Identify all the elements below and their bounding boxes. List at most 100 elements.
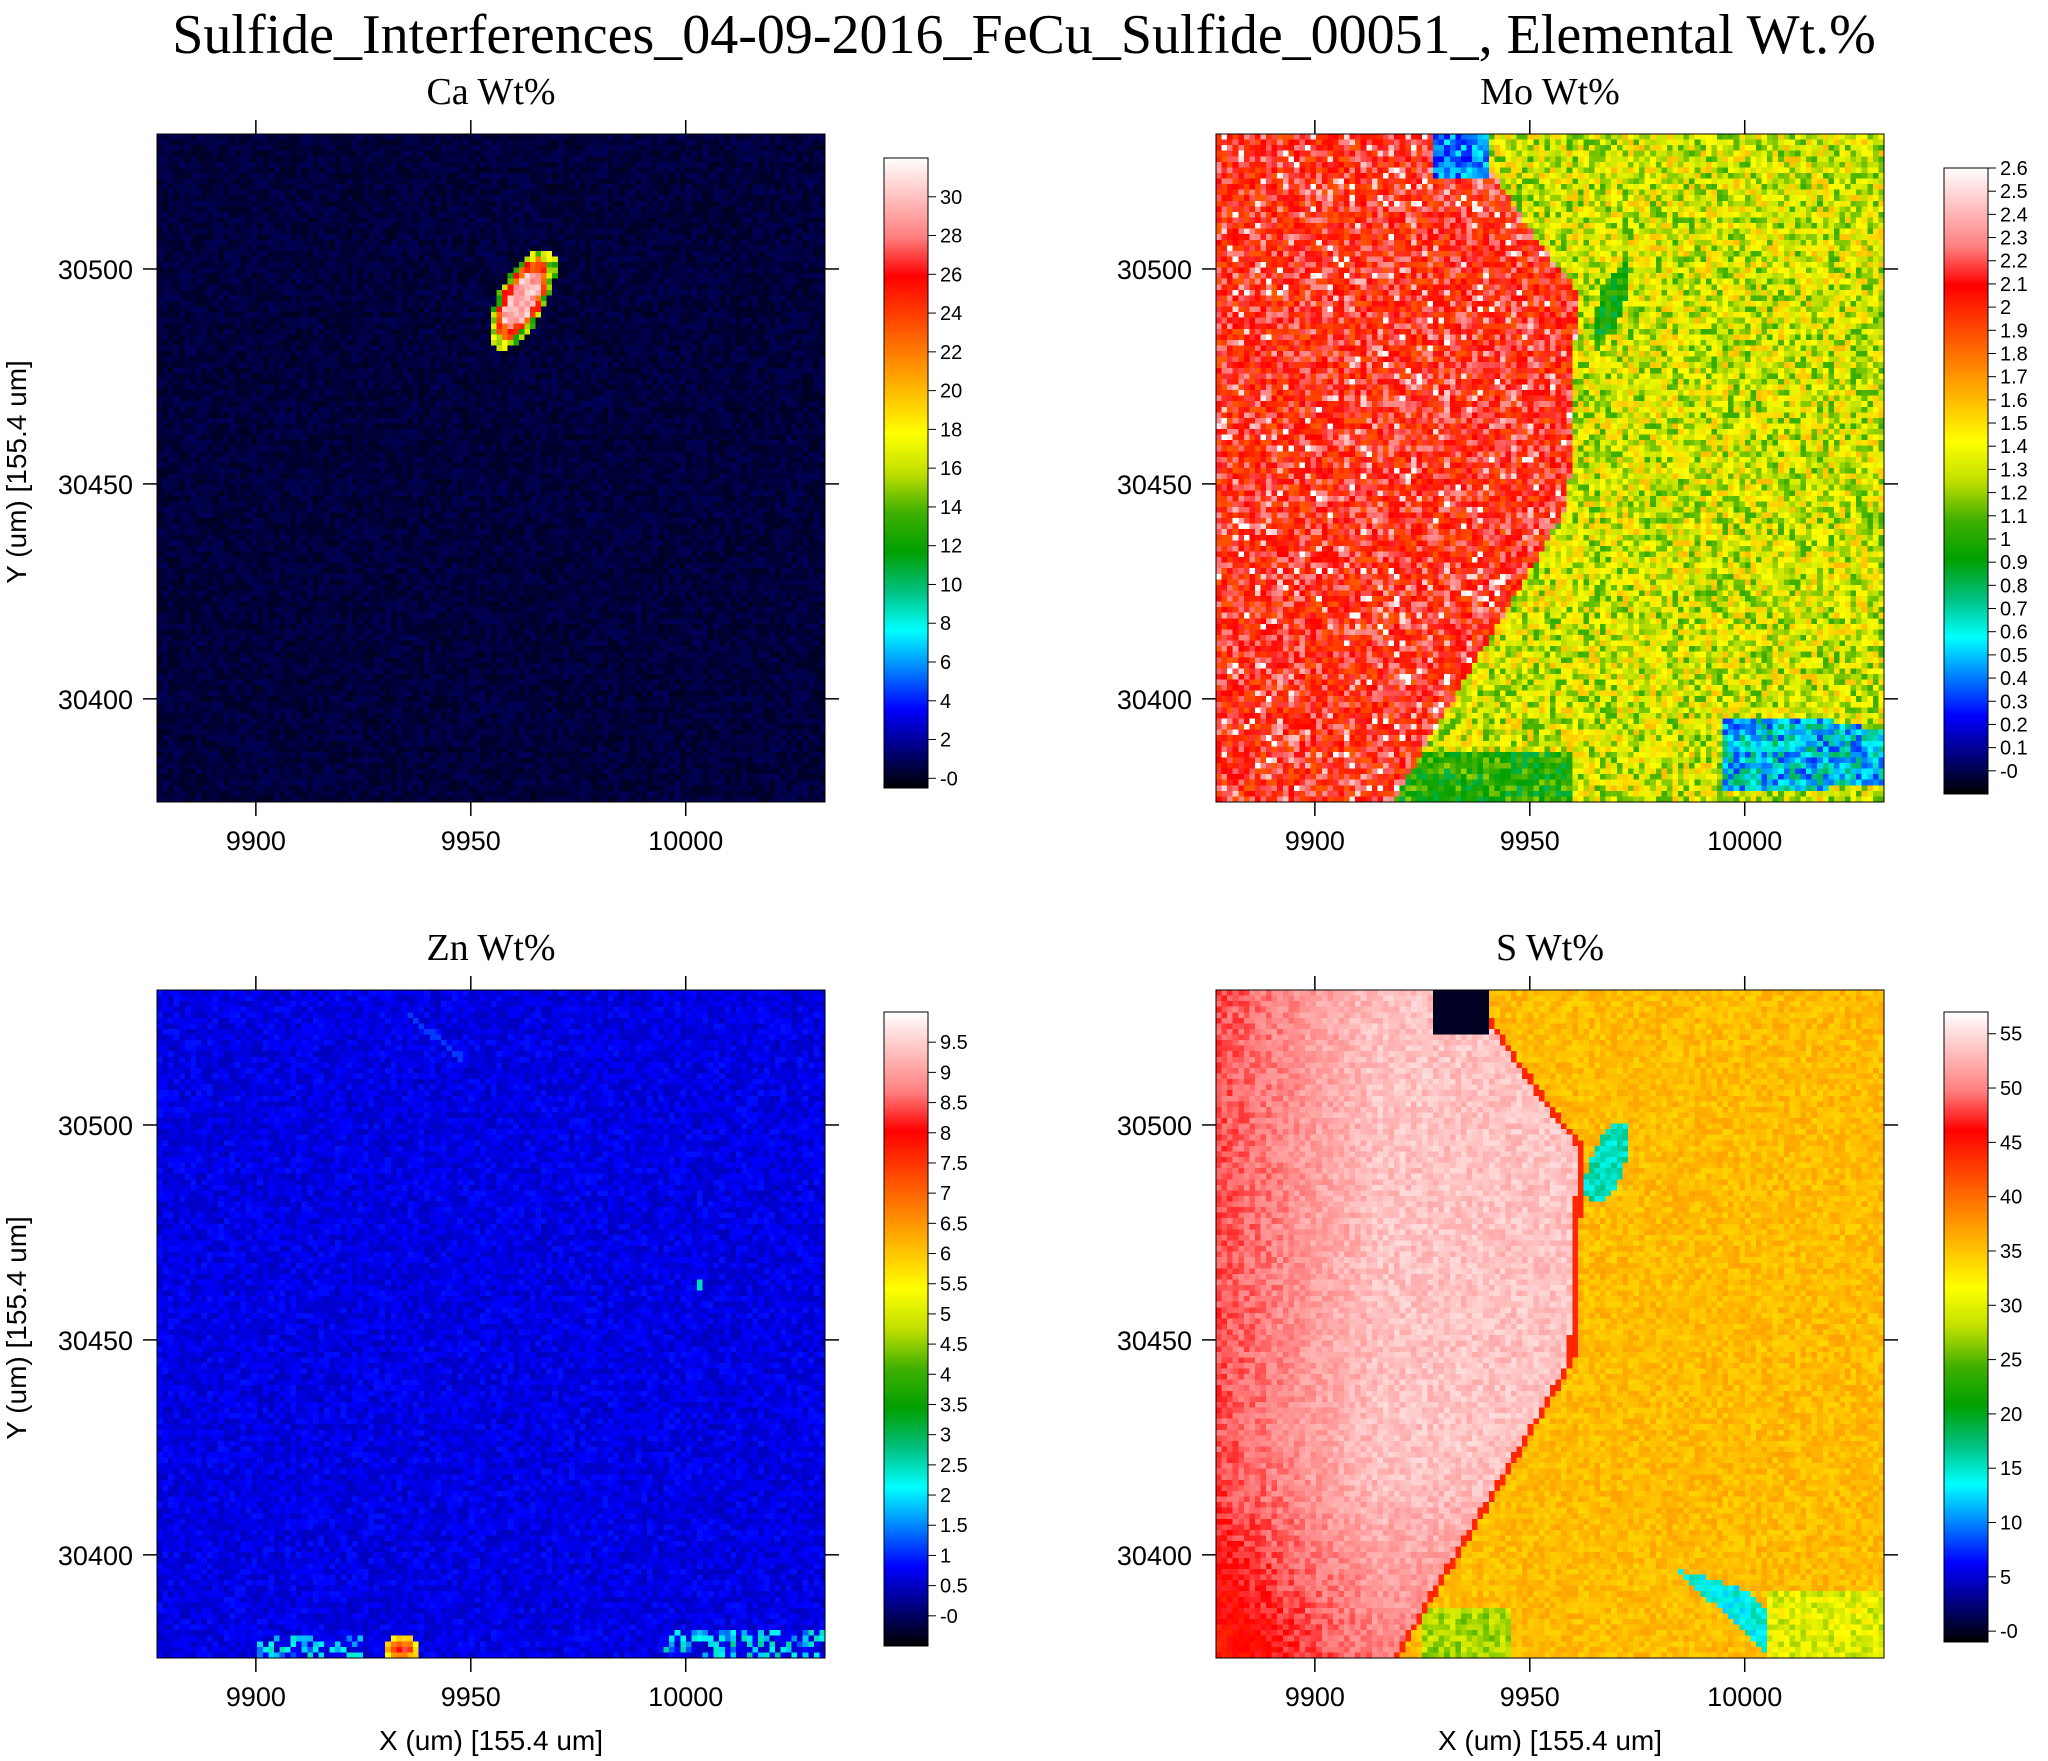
colorbar-tick-label: 5 — [940, 1304, 951, 1326]
colorbar-tick-label: 0.9 — [2000, 552, 2028, 574]
y-tick-label: 30450 — [58, 470, 133, 500]
colorbar-tick-label: 2.5 — [2000, 181, 2028, 203]
x-tick-label: 9950 — [1500, 826, 1560, 856]
colorbar-tick-label: 1.9 — [2000, 320, 2028, 342]
x-tick-label: 9950 — [1500, 1682, 1560, 1712]
colorbar-tick-label: 25 — [2000, 1350, 2022, 1372]
colorbar-tick-label: 0.7 — [2000, 599, 2028, 621]
colorbar-tick-label: 5.5 — [940, 1274, 968, 1296]
colorbar-tick-label: 10 — [940, 574, 962, 596]
colorbar-tick-label: -0 — [2000, 1621, 2018, 1643]
colorbar-tick-label: 30 — [2000, 1295, 2022, 1317]
panel-ca: Ca Wt% 9900 9950 10000 30400 30450 30500 Y (um)… — [1, 71, 962, 856]
colorbar-tick-label: 28 — [940, 226, 962, 248]
heatmap-image — [157, 134, 825, 802]
x-tick-label: 9900 — [1285, 1682, 1345, 1712]
heatmap-image — [1216, 134, 1884, 802]
colorbar-tick-label: 4 — [940, 691, 951, 713]
colorbar-tick-label: 0.6 — [2000, 622, 2028, 644]
y-axis-label: Y (um) [155.4 um] — [1, 360, 32, 584]
colorbar-tick-label: 10 — [2000, 1513, 2022, 1535]
colorbar-tick-label: 2 — [940, 1485, 951, 1507]
colorbar — [883, 1011, 929, 1647]
y-tick-label: 30450 — [1117, 470, 1192, 500]
colorbar-tick-label: 6.5 — [940, 1213, 968, 1235]
colorbar-tick-label: 1.2 — [2000, 483, 2028, 505]
colorbar-tick-label: 35 — [2000, 1241, 2022, 1263]
colorbar-tick-label: 18 — [940, 419, 962, 441]
x-tick-label: 9900 — [226, 1682, 286, 1712]
y-tick-label: 30450 — [1117, 1326, 1192, 1356]
colorbar-tick-label: 30 — [940, 187, 962, 209]
colorbar-tick-label: 3.5 — [940, 1394, 968, 1416]
colorbar-tick-label: 40 — [2000, 1187, 2022, 1209]
colorbar-tick-label: 2 — [940, 730, 951, 752]
colorbar — [1943, 167, 1989, 795]
panel-mo: Mo Wt%9900 9950 10000304003045030500-00.10… — [1117, 71, 2028, 856]
colorbar-tick-label: 8 — [940, 1123, 951, 1145]
colorbar-tick-label: 0.8 — [2000, 575, 2028, 597]
y-tick-label: 30500 — [58, 1111, 133, 1141]
plot-frame — [156, 989, 826, 1659]
colorbar-tick-label: 15 — [2000, 1458, 2022, 1480]
colorbar-tick-label: 7 — [940, 1183, 951, 1205]
colorbar-tick-label: 55 — [2000, 1024, 2022, 1046]
colorbar-tick-label: 2 — [2000, 297, 2011, 319]
colorbar-tick-label: 14 — [940, 497, 962, 519]
colorbar-tick-label: 1 — [2000, 529, 2011, 551]
panel-title: Ca Wt% — [426, 71, 555, 113]
plot-frame — [156, 133, 826, 803]
colorbar-tick-label: 1.1 — [2000, 506, 2028, 528]
colorbar-tick-label: 9 — [940, 1062, 951, 1084]
colorbar-tick-label: 2.5 — [940, 1455, 968, 1477]
colorbar-tick-label: 20 — [940, 381, 962, 403]
colorbar-tick-label: 6 — [940, 652, 951, 674]
colorbar-tick-label: 1.3 — [2000, 459, 2028, 481]
heatmap-image — [1216, 990, 1884, 1658]
colorbar-tick-label: 20 — [2000, 1404, 2022, 1426]
y-tick-label: 30400 — [58, 685, 133, 715]
y-tick-label: 30450 — [58, 1326, 133, 1356]
y-tick-label: 30400 — [58, 1541, 133, 1571]
colorbar-tick-label: 7.5 — [940, 1153, 968, 1175]
colorbar-tick-label: 4.5 — [940, 1334, 968, 1356]
plot-frame — [1215, 989, 1885, 1659]
colorbar-tick-label: 2.3 — [2000, 228, 2028, 250]
colorbar-tick-label: 16 — [940, 458, 962, 480]
colorbar-tick-label: 2.2 — [2000, 251, 2028, 273]
x-tick-label: 9950 — [441, 1682, 501, 1712]
colorbar-tick-label: 26 — [940, 264, 962, 286]
y-tick-label: 30400 — [1117, 1541, 1192, 1571]
colorbar-tick-label: 1.5 — [940, 1515, 968, 1537]
colorbar-tick-label: 2.1 — [2000, 274, 2028, 296]
colorbar-tick-label: -0 — [2000, 761, 2018, 783]
colorbar-tick-label: 0.5 — [940, 1576, 968, 1598]
colorbar-tick-label: 4 — [940, 1364, 951, 1386]
colorbar-tick-label: 1.7 — [2000, 367, 2028, 389]
colorbar-tick-label: 8 — [940, 613, 951, 635]
colorbar-tick-label: 0.5 — [2000, 645, 2028, 667]
colorbar — [1943, 1011, 1989, 1643]
x-tick-label: 9900 — [226, 826, 286, 856]
panel-zn: Zn Wt% 9900 9950 10000 30400 30450 30500 Y (um)… — [1, 927, 968, 1756]
figure-title: Sulfide_Interferences_04-09-2016_FeCu_Su… — [172, 4, 1876, 66]
colorbar-tick-label: 3 — [940, 1425, 951, 1447]
colorbar-tick-label: 22 — [940, 342, 962, 364]
colorbar-tick-label: 24 — [940, 303, 962, 325]
y-tick-label: 30500 — [1117, 255, 1192, 285]
colorbar-tick-label: 2.6 — [2000, 158, 2028, 180]
x-tick-label: 9900 — [1285, 826, 1345, 856]
colorbar-tick-label: 1.8 — [2000, 343, 2028, 365]
plot-frame — [1215, 133, 1885, 803]
colorbar-tick-label: 1.6 — [2000, 390, 2028, 412]
panel-title: Zn Wt% — [426, 927, 555, 969]
x-tick-label: 10000 — [648, 826, 723, 856]
colorbar-tick-label: 6 — [940, 1244, 951, 1266]
x-tick-label: 9950 — [441, 826, 501, 856]
colorbar-tick-label: 8.5 — [940, 1093, 968, 1115]
x-tick-label: 10000 — [1707, 826, 1782, 856]
x-tick-label: 10000 — [1707, 1682, 1782, 1712]
colorbar-tick-label: 9.5 — [940, 1032, 968, 1054]
colorbar-tick-label: 50 — [2000, 1078, 2022, 1100]
